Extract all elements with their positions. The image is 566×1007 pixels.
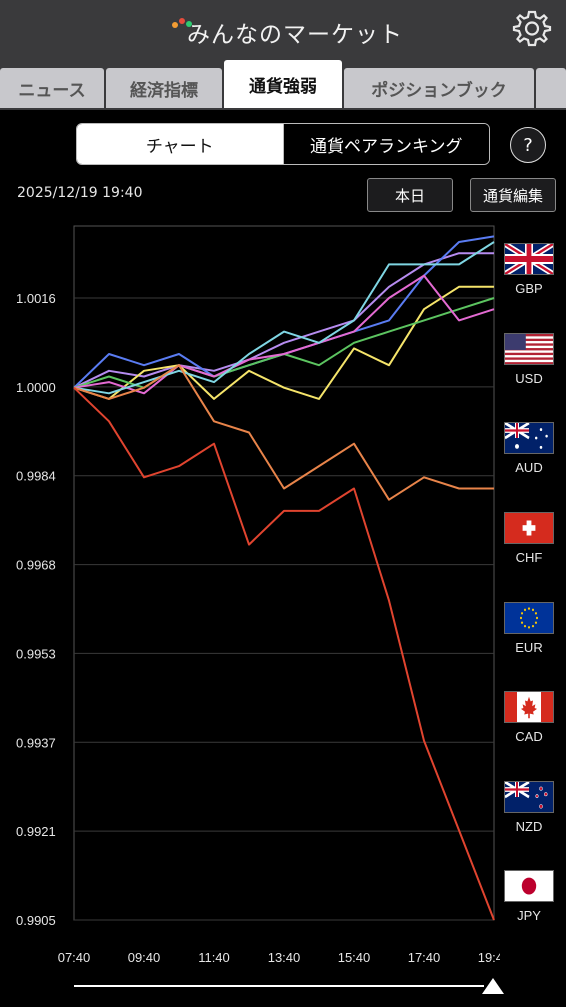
today-button-label: 本日 <box>394 186 425 205</box>
legend-cad[interactable]: CAD <box>502 691 556 744</box>
help-button[interactable]: ? <box>510 127 546 163</box>
tab-currency-strength[interactable]: 通貨強弱 <box>224 60 342 108</box>
gear-icon[interactable] <box>512 8 552 48</box>
eu-flag-icon <box>504 602 554 634</box>
legend-chf-label: CHF <box>515 550 543 565</box>
app-logo-icon <box>172 18 192 28</box>
x-tick-label: 11:40 <box>198 950 230 965</box>
time-slider-track[interactable] <box>74 985 484 987</box>
y-tick-label: 1.0000 <box>16 380 56 395</box>
app-title: みんなのマーケット <box>187 22 403 48</box>
legend-jpy-label: JPY <box>517 908 541 923</box>
x-tick-label: 13:40 <box>268 950 301 965</box>
tab-position-book-label: ポジションブック <box>371 80 507 101</box>
chart-datetime: 2025/12/19 19:40 <box>17 185 143 201</box>
tab-economic-indicators-label: 経済指標 <box>130 80 198 101</box>
series-line-jpy <box>73 386 495 921</box>
legend-aud[interactable]: AUD <box>502 422 556 475</box>
tab-news-label: ニュース <box>18 80 86 101</box>
y-tick-label: 0.9984 <box>16 469 56 484</box>
us-flag-icon <box>504 333 554 365</box>
canada-flag-icon <box>504 691 554 723</box>
app-header: みんなのマーケット <box>0 0 566 64</box>
australia-flag-icon <box>504 422 554 454</box>
series-line-nzd <box>73 364 494 501</box>
x-tick-label: 09:40 <box>128 950 161 965</box>
japan-flag-icon <box>504 870 554 902</box>
series-line-eur <box>73 274 495 395</box>
uk-flag-icon <box>504 243 554 275</box>
legend-gbp-label: GBP <box>515 281 543 296</box>
tab-bar: ニュース 経済指標 通貨強弱 ポジションブック <box>0 60 566 110</box>
legend-nzd[interactable]: NZD <box>502 781 556 834</box>
legend-usd[interactable]: USD <box>502 333 556 386</box>
new-zealand-flag-icon <box>504 781 554 813</box>
series-line-usd <box>73 235 495 389</box>
edit-currencies-button-label: 通貨編集 <box>482 186 543 205</box>
legend-aud-label: AUD <box>515 460 543 475</box>
x-tick-label: 19:40 <box>478 950 500 965</box>
tab-economic-indicators[interactable]: 経済指標 <box>106 68 222 108</box>
legend-nzd-label: NZD <box>515 819 543 834</box>
x-tick-label: 15:40 <box>338 950 371 965</box>
time-slider-thumb[interactable] <box>482 978 504 994</box>
x-axis-ticks: 07:40 09:40 11:40 13:40 15:40 17:40 19:40 <box>58 950 500 965</box>
y-tick-label: 1.0016 <box>16 291 56 306</box>
chart-series <box>73 235 495 921</box>
legend-jpy[interactable]: JPY <box>502 870 556 923</box>
segment-pair-ranking-label: 通貨ペアランキング <box>310 136 463 157</box>
chart-frame <box>73 225 495 921</box>
chart-grid <box>73 225 495 921</box>
series-line-aud <box>73 285 494 400</box>
tab-currency-strength-label: 通貨強弱 <box>249 76 317 97</box>
segment-chart[interactable]: チャート <box>77 124 283 164</box>
swiss-flag-icon <box>504 512 554 544</box>
y-tick-label: 0.9968 <box>16 558 56 573</box>
legend-usd-label: USD <box>515 371 543 386</box>
y-tick-label: 0.9905 <box>16 913 56 928</box>
tab-news[interactable]: ニュース <box>0 68 104 108</box>
currency-strength-chart[interactable]: 1.0016 1.0000 0.9984 0.9968 0.9953 0.9937 0.99… <box>0 220 500 980</box>
legend-chf[interactable]: CHF <box>502 512 556 565</box>
legend-gbp[interactable]: GBP <box>502 243 556 296</box>
segment-chart-label: チャート <box>145 136 214 157</box>
tab-more[interactable] <box>536 68 566 108</box>
y-axis-ticks: 1.0016 1.0000 0.9984 0.9968 0.9953 0.9937 0.99… <box>16 291 56 928</box>
view-segment-control: チャート 通貨ペアランキング <box>76 123 490 165</box>
edit-currencies-button[interactable]: 通貨編集 <box>470 178 556 212</box>
y-tick-label: 0.9921 <box>16 824 56 839</box>
series-line-cad <box>73 241 495 395</box>
y-tick-label: 0.9937 <box>16 735 56 750</box>
help-icon: ? <box>523 134 533 156</box>
x-tick-label: 07:40 <box>58 950 91 965</box>
series-line-gbp <box>73 252 494 389</box>
legend-eur[interactable]: EUR <box>502 602 556 655</box>
y-tick-label: 0.9953 <box>16 646 56 661</box>
tab-position-book[interactable]: ポジションブック <box>344 68 534 108</box>
legend-cad-label: CAD <box>515 729 543 744</box>
legend-eur-label: EUR <box>515 640 543 655</box>
x-tick-label: 17:40 <box>408 950 441 965</box>
segment-pair-ranking[interactable]: 通貨ペアランキング <box>282 124 489 164</box>
today-button[interactable]: 本日 <box>367 178 453 212</box>
